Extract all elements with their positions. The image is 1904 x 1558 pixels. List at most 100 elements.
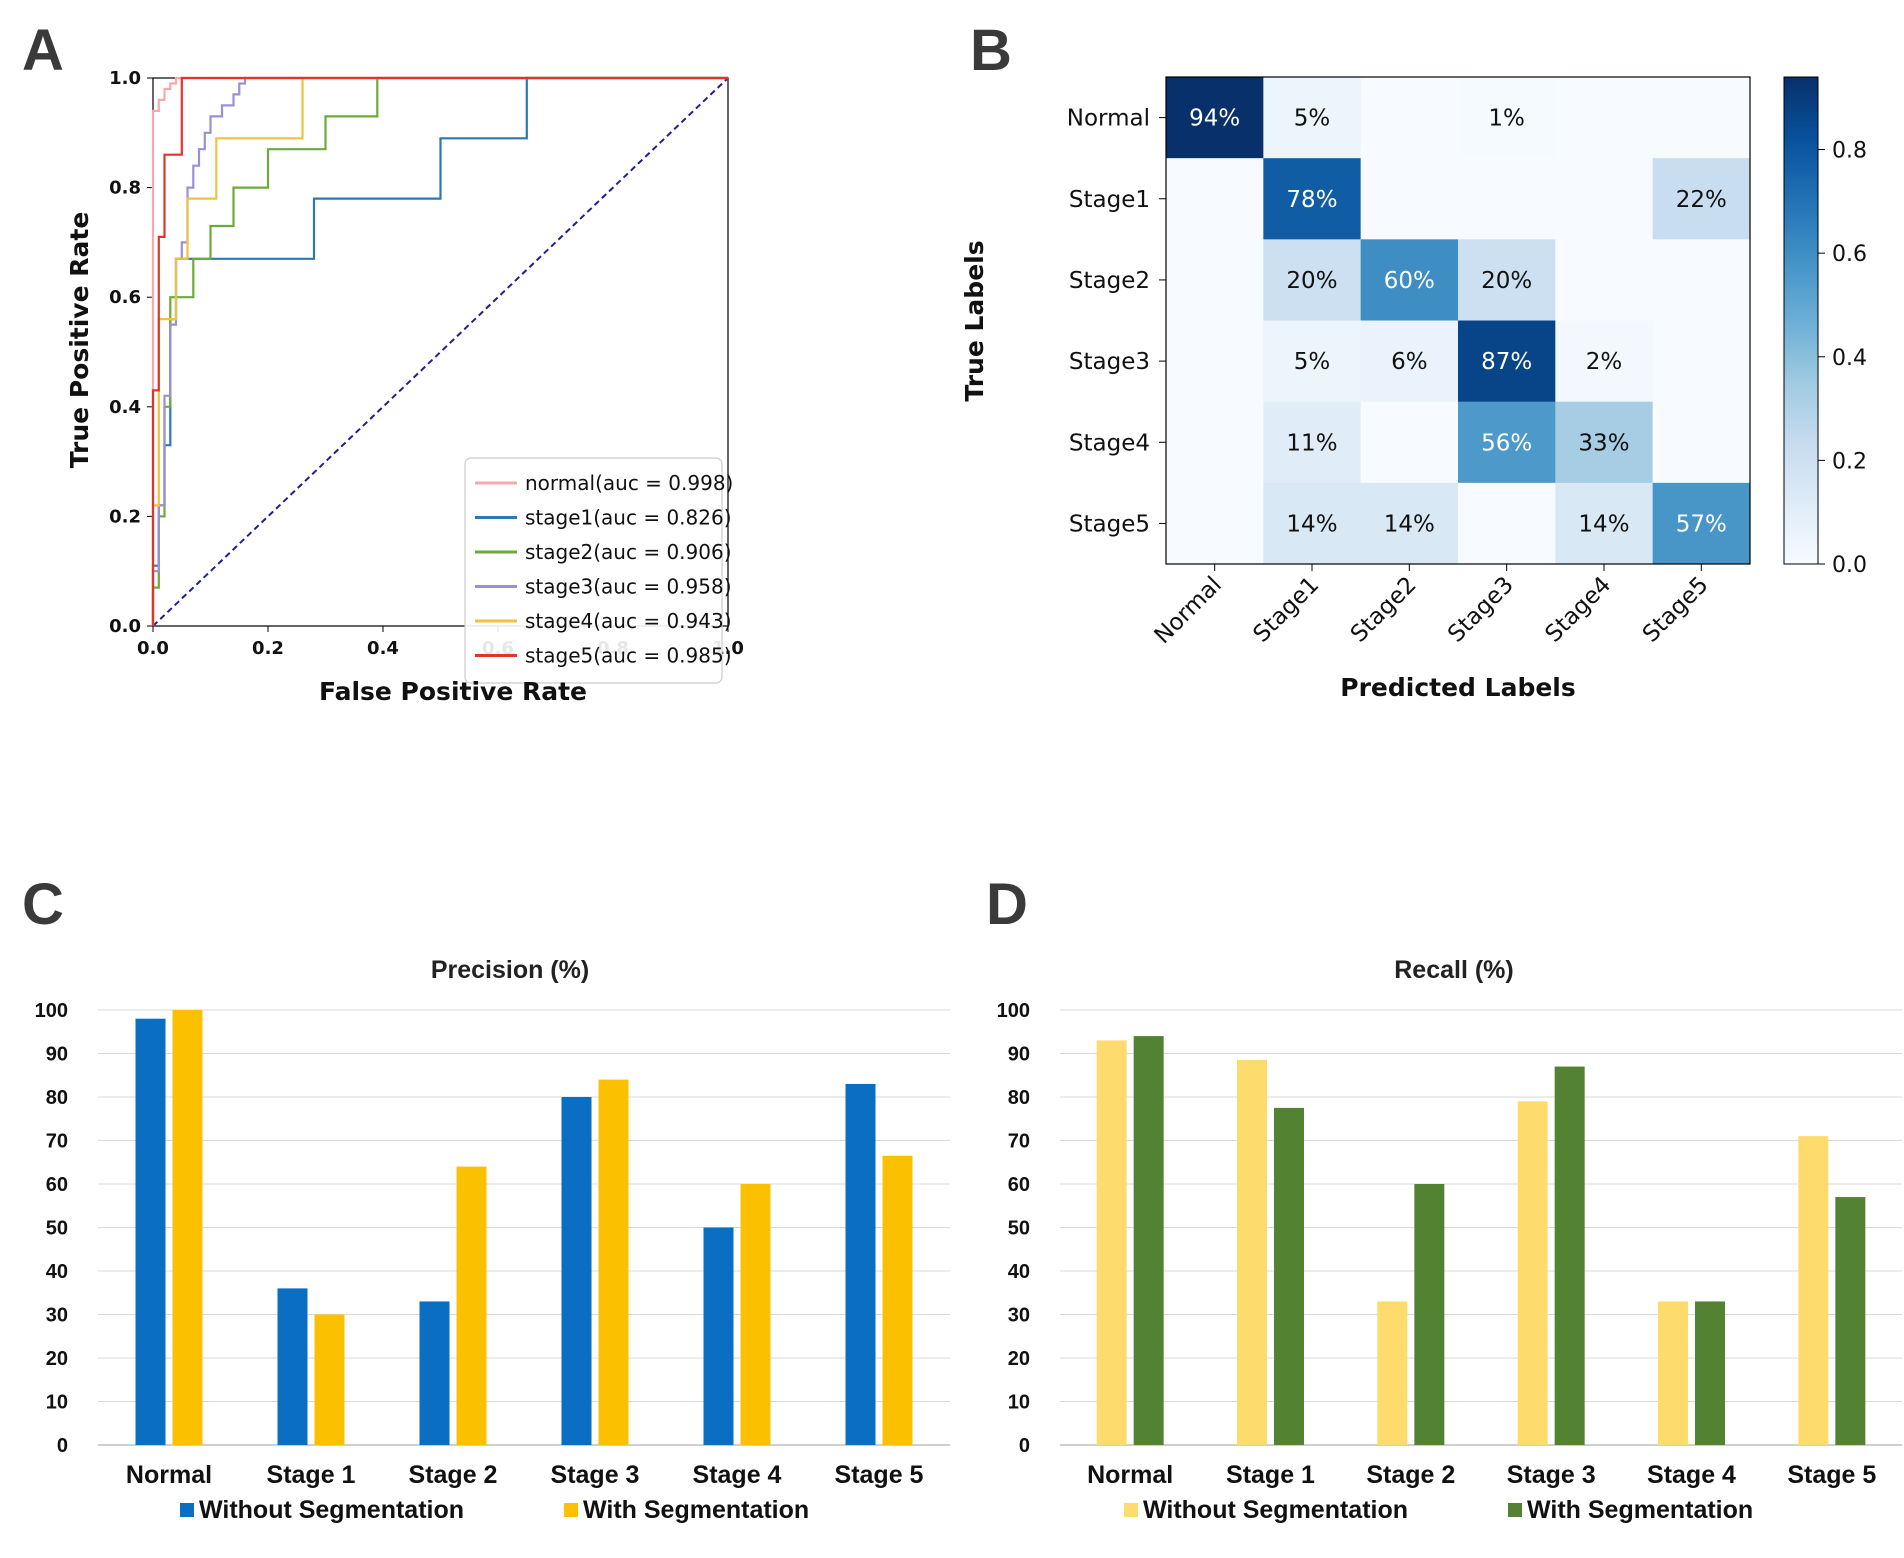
confusion-cell	[1360, 320, 1459, 403]
confusion-col-label: Stage4	[1540, 572, 1616, 648]
y-tick-label: 50	[1008, 1218, 1030, 1240]
confusion-cell	[1555, 320, 1654, 403]
confusion-cell	[1166, 482, 1264, 565]
category-label: Stage 5	[835, 1461, 924, 1489]
confusion-cell-label: 5%	[1294, 349, 1331, 375]
y-tick-label: 0	[1019, 1435, 1030, 1457]
recall-bars: 0 10 20 30 40 50 60 70 80 90 100 Normal Stage 1 Stage…	[997, 1000, 1902, 1524]
confusion-row-label: Stage4	[1069, 430, 1150, 456]
confusion-cell	[1166, 401, 1264, 484]
y-tick-label: 40	[46, 1261, 68, 1283]
precision-bars: 0 10 20 30 40 50 60 70 80 90 100 Normal Stage 1 Stage…	[35, 1000, 950, 1524]
confusion-cell-label: 20%	[1286, 268, 1337, 294]
y-tick-label: 80	[46, 1087, 68, 1109]
confusion-matrix-panel: B 94% 5% 1% 78% 22% 20% 60% 20% 5% 6% 87% 2% 11% 56% 3…	[952, 0, 1904, 870]
category-label: Stage 1	[267, 1461, 356, 1489]
roc-x-axis-label: False Positive Rate	[319, 677, 587, 706]
confusion-cell-label: 33%	[1578, 430, 1629, 456]
bar-with-segmentation	[1695, 1301, 1725, 1445]
bar-with-segmentation	[1835, 1197, 1866, 1445]
bar-with-segmentation	[1414, 1184, 1445, 1445]
roc-x-tick-label: 0.0	[137, 638, 169, 659]
y-tick-label: 30	[46, 1305, 68, 1327]
confusion-cell-label: 11%	[1286, 430, 1337, 456]
confusion-cell	[1263, 158, 1362, 240]
y-tick-label: 100	[35, 1000, 68, 1022]
y-tick-label: 70	[1008, 1131, 1030, 1153]
y-tick-label: 40	[1008, 1261, 1030, 1283]
confusion-cell	[1263, 401, 1362, 484]
confusion-cell	[1263, 482, 1362, 565]
y-tick-label: 100	[997, 1000, 1030, 1022]
legend-entry: With Segmentation	[1527, 1496, 1753, 1524]
y-tick-label: 50	[46, 1218, 68, 1240]
confusion-col-label: Stage3	[1443, 572, 1519, 648]
roc-y-axis-label: True Positive Rate	[65, 212, 94, 469]
confusion-cell	[1652, 482, 1751, 565]
roc-y-tick-label: 0.6	[109, 287, 141, 308]
roc-curve-stage3	[151, 76, 728, 626]
roc-chance-diagonal	[152, 77, 729, 627]
colorbar-ticks: 0.0 0.2 0.4 0.6 0.8	[1818, 139, 1867, 578]
roc-legend-entry: stage1(auc = 0.826)	[525, 506, 732, 530]
bar-without-segmentation	[1517, 1101, 1548, 1445]
y-tick-label: 30	[1008, 1305, 1030, 1327]
confusion-cell-label: 6%	[1391, 349, 1428, 375]
panel-label-b: B	[970, 18, 1012, 83]
confusion-cell-label: 22%	[1676, 187, 1727, 213]
roc-legend-entry: stage5(auc = 0.985)	[525, 644, 732, 668]
precision-title: Precision (%)	[431, 956, 589, 984]
roc-curve-normal	[151, 76, 728, 626]
y-tick-label: 80	[1008, 1087, 1030, 1109]
y-tick-label: 70	[46, 1131, 68, 1153]
recall-title: Recall (%)	[1394, 956, 1513, 984]
confusion-cell	[1555, 482, 1654, 565]
colorbar-tick-label: 0.4	[1832, 346, 1867, 371]
confusion-col-label: Stage1	[1248, 572, 1324, 648]
confusion-cell-label: 14%	[1286, 511, 1337, 537]
bar-without-segmentation	[1377, 1301, 1408, 1445]
bar-without-segmentation	[1237, 1060, 1267, 1445]
bar-with-segmentation	[598, 1079, 629, 1445]
confusion-cell-label: 60%	[1384, 268, 1435, 294]
confusion-cell	[1555, 239, 1654, 322]
confusion-cell	[1166, 239, 1264, 322]
category-label: Stage 5	[1787, 1461, 1876, 1489]
bar-without-segmentation	[561, 1097, 592, 1445]
confusion-cell-label: 5%	[1294, 106, 1331, 132]
precision-chart: Precision (%) 0 10 20 30 40 50 60 70 80 90 100 Norm…	[35, 956, 950, 1524]
confusion-col-label: Stage2	[1346, 572, 1422, 648]
confusion-col-label: Normal	[1150, 572, 1227, 649]
roc-curve-stage2	[151, 76, 728, 626]
confusion-cell	[1555, 77, 1654, 159]
confusion-cell	[1263, 77, 1362, 159]
roc-legend-box	[464, 457, 723, 684]
bar-without-segmentation	[703, 1227, 734, 1445]
confusion-cell	[1457, 401, 1556, 484]
confusion-cell	[1360, 77, 1459, 159]
legend-swatch	[180, 1503, 194, 1517]
bar-with-segmentation	[1554, 1066, 1585, 1445]
bar-with-segmentation	[740, 1184, 771, 1445]
confusion-cell-label: 94%	[1189, 106, 1240, 132]
confusion-cell-label: 1%	[1488, 106, 1525, 132]
confusion-cell-label: 14%	[1578, 511, 1629, 537]
confusion-cell	[1457, 77, 1556, 159]
recall-chart: Recall (%) 0 10 20 30 40 50 60 70 80 90 100 Normal S…	[997, 956, 1902, 1524]
legend-entry: With Segmentation	[583, 1496, 809, 1524]
confusion-cell	[1166, 77, 1264, 159]
confusion-row-label: Stage2	[1069, 268, 1150, 294]
category-label: Stage 1	[1226, 1461, 1315, 1489]
y-tick-label: 20	[1008, 1348, 1030, 1370]
confusion-cell	[1360, 239, 1459, 322]
colorbar-tick-label: 0.2	[1832, 449, 1867, 474]
legend-swatch	[564, 1503, 578, 1517]
y-tick-label: 10	[46, 1392, 68, 1414]
confusion-cell	[1360, 482, 1459, 565]
panel-label-c: C	[22, 872, 64, 937]
legend-swatch	[1124, 1503, 1138, 1517]
category-label: Normal	[1087, 1461, 1173, 1489]
confusion-cell	[1457, 239, 1556, 322]
confusion-cell-label: 87%	[1481, 349, 1532, 375]
confusion-cell	[1652, 77, 1751, 159]
